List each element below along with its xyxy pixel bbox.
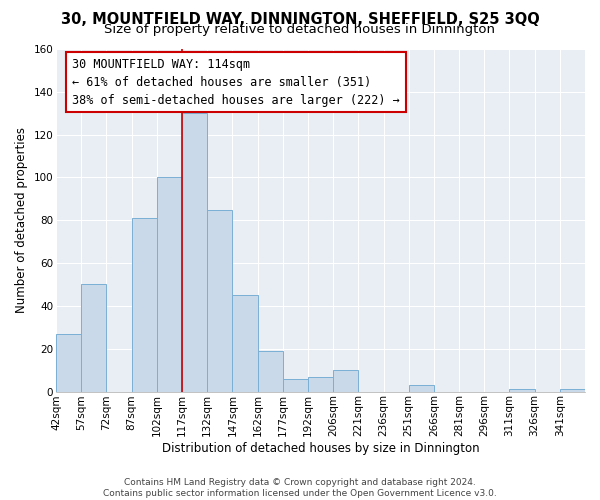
Bar [157, 178, 182, 392]
X-axis label: Distribution of detached houses by size in Dinnington: Distribution of detached houses by size … [162, 442, 479, 455]
Bar [207, 210, 232, 392]
Bar [509, 390, 535, 392]
Bar [257, 351, 283, 392]
Bar [560, 390, 585, 392]
Bar [333, 370, 358, 392]
Text: 30, MOUNTFIELD WAY, DINNINGTON, SHEFFIELD, S25 3QQ: 30, MOUNTFIELD WAY, DINNINGTON, SHEFFIEL… [61, 12, 539, 28]
Bar [131, 218, 157, 392]
Bar [232, 295, 257, 392]
Bar [182, 113, 207, 392]
Text: Size of property relative to detached houses in Dinnington: Size of property relative to detached ho… [104, 22, 496, 36]
Bar [409, 385, 434, 392]
Bar [308, 376, 333, 392]
Bar [81, 284, 106, 392]
Bar [56, 334, 81, 392]
Y-axis label: Number of detached properties: Number of detached properties [15, 128, 28, 314]
Text: Contains HM Land Registry data © Crown copyright and database right 2024.
Contai: Contains HM Land Registry data © Crown c… [103, 478, 497, 498]
Text: 30 MOUNTFIELD WAY: 114sqm
← 61% of detached houses are smaller (351)
38% of semi: 30 MOUNTFIELD WAY: 114sqm ← 61% of detac… [72, 58, 400, 106]
Bar [283, 378, 308, 392]
